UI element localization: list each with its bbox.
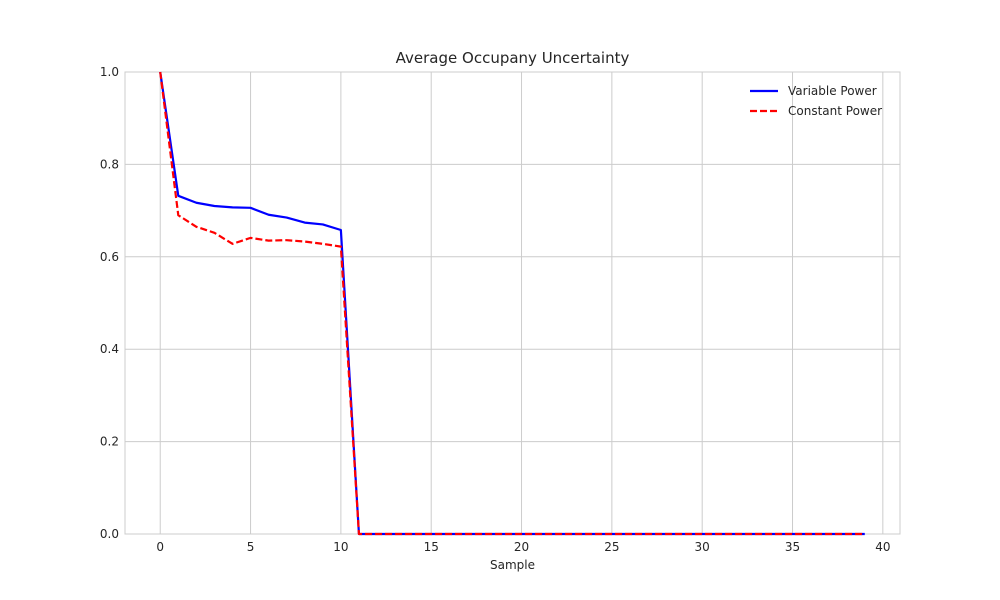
- y-tick-label: 0.0: [100, 527, 119, 541]
- y-tick-labels: 0.0 0.2 0.4 0.6 0.8 1.0: [100, 65, 119, 541]
- y-tick-label: 0.6: [100, 250, 119, 264]
- x-tick-label: 10: [333, 540, 348, 554]
- legend-label: Variable Power: [788, 84, 877, 98]
- x-axis-label: Sample: [490, 558, 535, 572]
- y-tick-label: 0.2: [100, 435, 119, 449]
- x-tick-label: 0: [156, 540, 164, 554]
- legend-label: Constant Power: [788, 104, 882, 118]
- x-tick-label: 30: [695, 540, 710, 554]
- series-line-constant-power: [159, 71, 865, 536]
- y-tick-label: 0.4: [100, 342, 119, 356]
- series-layer: [159, 71, 865, 536]
- x-tick-label: 40: [875, 540, 890, 554]
- x-tick-label: 35: [785, 540, 800, 554]
- grid: [125, 72, 900, 534]
- x-tick-labels: 0 5 10 15 20 25 30 35 40: [156, 540, 890, 554]
- x-tick-label: 15: [424, 540, 439, 554]
- chart-title: Average Occupany Uncertainty: [396, 49, 630, 67]
- y-tick-label: 1.0: [100, 65, 119, 79]
- x-tick-label: 25: [604, 540, 619, 554]
- y-tick-label: 0.8: [100, 157, 119, 171]
- x-tick-label: 20: [514, 540, 529, 554]
- legend: Variable Power Constant Power: [750, 84, 882, 118]
- x-tick-label: 5: [247, 540, 255, 554]
